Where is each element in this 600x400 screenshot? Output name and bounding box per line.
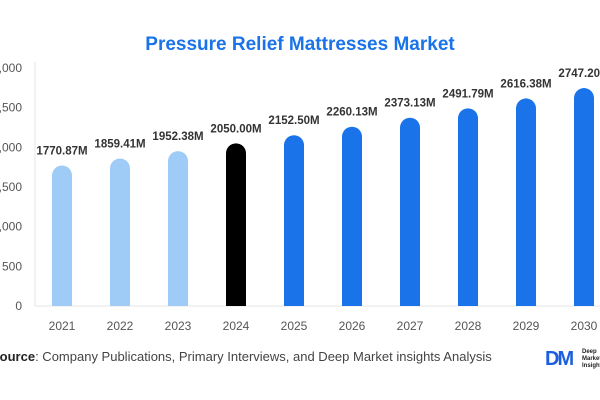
logo-text: DeepMarketInsights: [582, 349, 600, 369]
logo-mark: DM: [545, 348, 574, 370]
x-tick-label: 2025: [281, 319, 308, 333]
data-label: 2050.00M: [210, 123, 261, 135]
x-tick-label: 2030: [571, 319, 598, 333]
x-tick-label: 2021: [49, 319, 76, 333]
y-tick-label: 1,000: [0, 220, 22, 234]
bar: [168, 151, 188, 306]
data-label: 2260.13M: [326, 107, 377, 119]
source-text: : Company Publications, Primary Intervie…: [35, 349, 492, 364]
y-tick-label: 1,500: [0, 180, 22, 194]
data-label: 1859.41M: [94, 138, 145, 150]
x-tick-label: 2029: [513, 319, 540, 333]
y-tick-label: 2,500: [0, 101, 22, 115]
data-label: 2491.79M: [442, 88, 493, 100]
x-tick-label: 2024: [223, 319, 250, 333]
x-tick-label: 2026: [339, 319, 366, 333]
data-label: 2616.38M: [500, 78, 551, 90]
y-tick-label: 0: [15, 299, 22, 313]
bar: [52, 165, 72, 306]
x-tick-label: 2022: [107, 319, 134, 333]
source-note: Source: Company Publications, Primary In…: [0, 349, 492, 364]
bar: [284, 135, 304, 306]
chart-title: Pressure Relief Mattresses Market: [145, 34, 455, 55]
x-tick-label: 2023: [165, 319, 192, 333]
data-label: 2373.13M: [384, 98, 435, 110]
logo: DM DeepMarketInsights: [545, 348, 600, 370]
bar: [110, 158, 130, 306]
data-label: 2152.50M: [268, 115, 319, 127]
data-label: 2747.20M: [558, 68, 600, 80]
x-tick-label: 2027: [397, 319, 424, 333]
bar: [400, 117, 420, 307]
bar: [458, 108, 478, 306]
y-tick-label: 3,000: [0, 61, 22, 75]
bar: [574, 88, 594, 306]
y-tick-label: 2,000: [0, 140, 22, 154]
bar: [516, 98, 536, 306]
data-label: 1952.38M: [152, 131, 203, 143]
data-label: 1770.87M: [36, 146, 87, 158]
bar: [342, 126, 362, 306]
source-label: Source: [0, 349, 36, 364]
y-tick-label: 500: [2, 259, 22, 273]
bar: [226, 143, 246, 306]
x-tick-label: 2028: [455, 319, 482, 333]
